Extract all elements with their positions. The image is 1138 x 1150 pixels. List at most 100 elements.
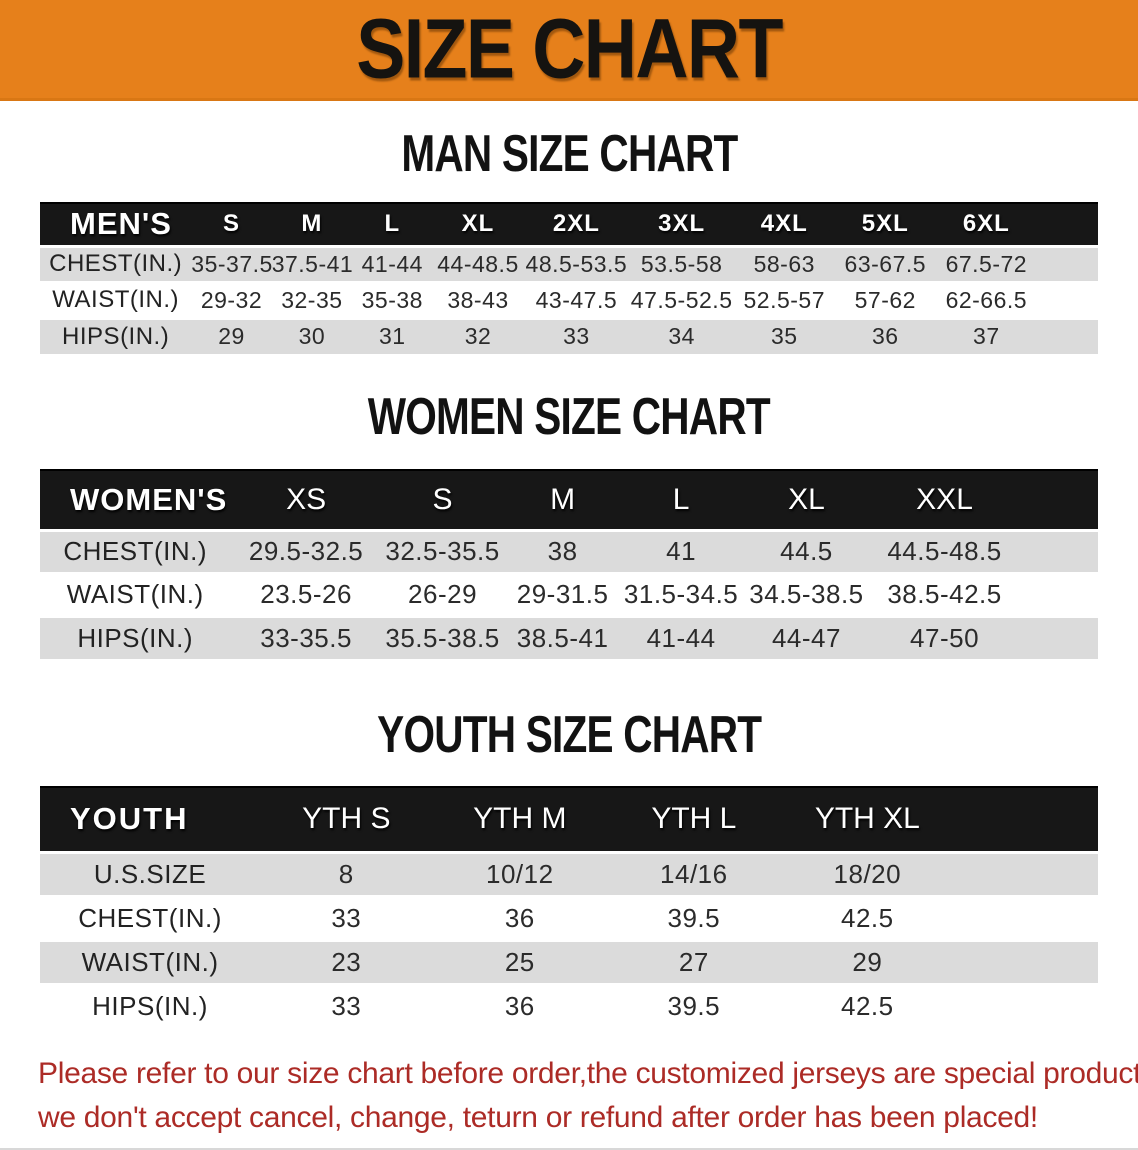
- spacer: [954, 786, 1098, 853]
- size-column-header: L: [352, 202, 433, 247]
- size-value-cell: 33: [260, 984, 433, 1028]
- spacer: [954, 852, 1098, 896]
- size-value-cell: 38.5-41: [503, 616, 622, 659]
- size-value-cell: 29: [780, 940, 955, 984]
- size-value-cell: 44-47: [740, 616, 873, 659]
- size-value-cell: 41: [621, 530, 741, 573]
- spacer: [1016, 469, 1098, 531]
- size-value-cell: 41-44: [352, 246, 433, 282]
- size-value-cell: 32-35: [271, 282, 353, 318]
- size-value-cell: 29-31.5: [503, 573, 622, 616]
- table-row: WAIST(IN.) 23.5-26 26-29 29-31.5 31.5-34.5 34…: [40, 573, 1098, 616]
- size-column-header: L: [621, 469, 741, 531]
- size-value-cell: 31.5-34.5: [621, 573, 741, 616]
- size-column-header: YTH S: [260, 786, 433, 853]
- size-value-cell: 33: [523, 318, 630, 354]
- table-header-row: WOMEN'S XS S M L XL XXL: [40, 469, 1098, 531]
- size-value-cell: 37.5-41: [271, 246, 353, 282]
- size-value-cell: 39.5: [607, 984, 781, 1028]
- size-value-cell: 30: [271, 318, 353, 354]
- size-value-cell: 26-29: [381, 573, 504, 616]
- size-value-cell: 34.5-38.5: [740, 573, 873, 616]
- size-column-header: 5XL: [834, 202, 937, 247]
- size-value-cell: 34: [629, 318, 735, 354]
- size-value-cell: 58-63: [734, 246, 835, 282]
- size-column-header: XL: [740, 469, 873, 531]
- size-value-cell: 38-43: [432, 282, 524, 318]
- size-column-header: YTH L: [607, 786, 781, 853]
- spacer: [1036, 202, 1098, 247]
- table-row: CHEST(IN.) 33 36 39.5 42.5: [40, 896, 1098, 940]
- size-value-cell: 25: [432, 940, 608, 984]
- table-title: WOMEN'S: [40, 469, 231, 531]
- size-value-cell: 29.5-32.5: [230, 530, 382, 573]
- size-value-cell: 23: [260, 940, 433, 984]
- men-size-table: MEN'S S M L XL 2XL 3XL 4XL 5XL 6XL CHEST(IN.) 35-3…: [40, 202, 1098, 354]
- size-value-cell: 23.5-26: [230, 573, 382, 616]
- size-column-header: YTH M: [432, 786, 608, 853]
- size-column-header: 4XL: [734, 202, 835, 247]
- size-value-cell: 63-67.5: [834, 246, 937, 282]
- spacer: [954, 984, 1098, 1028]
- measure-row-label: CHEST(IN.): [40, 896, 261, 940]
- measure-row-label: HIPS(IN.): [40, 616, 231, 659]
- size-value-cell: 44.5-48.5: [872, 530, 1017, 573]
- size-column-header: 6XL: [936, 202, 1037, 247]
- table-row: WAIST(IN.) 29-32 32-35 35-38 38-43 43-47.5 47.…: [40, 282, 1098, 318]
- table-row: U.S.SIZE 8 10/12 14/16 18/20: [40, 852, 1098, 896]
- table-header-row: MEN'S S M L XL 2XL 3XL 4XL 5XL 6XL: [40, 202, 1098, 247]
- spacer: [1016, 530, 1098, 573]
- youth-section-heading: YOUTH SIZE CHART: [376, 706, 762, 764]
- youth-size-chart-section: YOUTH SIZE CHART YOUTH YTH S YTH M YTH L YTH…: [0, 709, 1138, 1028]
- size-value-cell: 47.5-52.5: [629, 282, 735, 318]
- size-column-header: XXL: [872, 469, 1017, 531]
- size-value-cell: 33-35.5: [230, 616, 382, 659]
- table-title: MEN'S: [40, 202, 192, 247]
- size-value-cell: 57-62: [834, 282, 937, 318]
- size-value-cell: 38: [503, 530, 622, 573]
- size-value-cell: 48.5-53.5: [523, 246, 630, 282]
- youth-size-table: YOUTH YTH S YTH M YTH L YTH XL U.S.SIZE 8 10/1…: [40, 786, 1098, 1028]
- size-column-header: XS: [230, 469, 382, 531]
- size-value-cell: 47-50: [872, 616, 1017, 659]
- size-value-cell: 44-48.5: [432, 246, 524, 282]
- size-value-cell: 53.5-58: [629, 246, 735, 282]
- spacer: [954, 896, 1098, 940]
- table-row: WAIST(IN.) 23 25 27 29: [40, 940, 1098, 984]
- women-size-table: WOMEN'S XS S M L XL XXL CHEST(IN.) 29.5-32.5 32.…: [40, 469, 1098, 659]
- size-column-header: S: [191, 202, 272, 247]
- measure-row-label: CHEST(IN.): [40, 246, 192, 282]
- size-value-cell: 10/12: [432, 852, 608, 896]
- size-chart-banner: SIZE CHART: [0, 0, 1138, 101]
- size-value-cell: 37: [936, 318, 1037, 354]
- size-value-cell: 62-66.5: [936, 282, 1037, 318]
- size-value-cell: 42.5: [780, 896, 955, 940]
- size-value-cell: 44.5: [740, 530, 873, 573]
- size-value-cell: 27: [607, 940, 781, 984]
- size-value-cell: 31: [352, 318, 433, 354]
- size-column-header: M: [503, 469, 622, 531]
- table-row: CHEST(IN.) 35-37.5 37.5-41 41-44 44-48.5 48.5…: [40, 246, 1098, 282]
- size-column-header: 2XL: [523, 202, 630, 247]
- disclaimer-line-1: Please refer to our size chart before or…: [38, 1057, 1138, 1090]
- disclaimer-line-2: we don't accept cancel, change, teturn o…: [38, 1101, 1038, 1134]
- size-value-cell: 32.5-35.5: [381, 530, 504, 573]
- spacer: [1016, 573, 1098, 616]
- size-column-header: 3XL: [629, 202, 735, 247]
- size-value-cell: 29: [191, 318, 272, 354]
- table-title: YOUTH: [40, 786, 261, 853]
- table-row: HIPS(IN.) 29 30 31 32 33 34 35 36 37: [40, 318, 1098, 354]
- size-value-cell: 35-38: [352, 282, 433, 318]
- size-value-cell: 35.5-38.5: [381, 616, 504, 659]
- measure-row-label: U.S.SIZE: [40, 852, 261, 896]
- table-row: HIPS(IN.) 33 36 39.5 42.5: [40, 984, 1098, 1028]
- banner-title: SIZE CHART: [356, 2, 783, 96]
- size-value-cell: 14/16: [607, 852, 781, 896]
- size-value-cell: 42.5: [780, 984, 955, 1028]
- size-column-header: YTH XL: [780, 786, 955, 853]
- size-value-cell: 41-44: [621, 616, 741, 659]
- size-value-cell: 36: [834, 318, 937, 354]
- size-value-cell: 67.5-72: [936, 246, 1037, 282]
- measure-row-label: WAIST(IN.): [40, 940, 261, 984]
- order-disclaimer: Please refer to our size chart before or…: [38, 1052, 1138, 1140]
